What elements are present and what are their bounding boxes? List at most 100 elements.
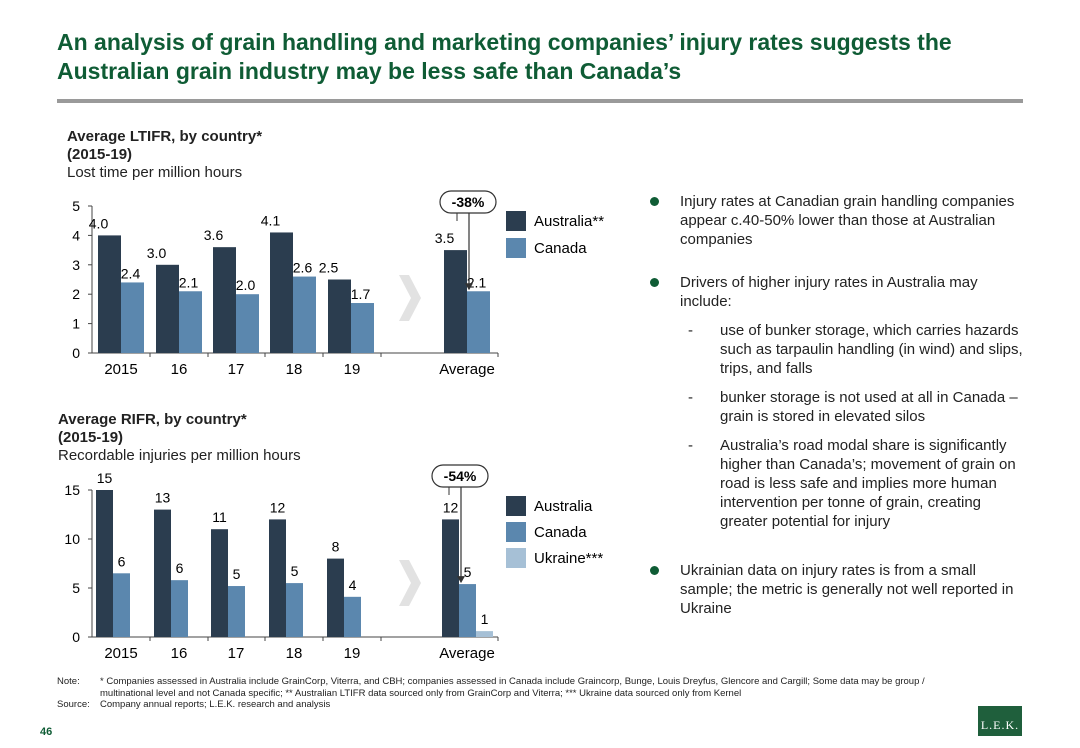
data-label: 1	[481, 611, 489, 627]
legend-swatch	[506, 211, 526, 231]
y-tick-label: 1	[72, 316, 80, 332]
rifr-chart-subtitle: (2015-19)	[58, 429, 124, 446]
lek-logo: L.E.K.	[978, 706, 1022, 736]
bullet-dot	[650, 566, 659, 575]
commentary-bullets: Injury rates at Canadian grain handling …	[650, 192, 1030, 618]
data-label: 2.6	[293, 260, 313, 276]
y-tick-label: 4	[72, 227, 80, 243]
sub-bullet-text: bunker storage is not used at all in Can…	[720, 389, 1018, 425]
bar-australia-average	[444, 250, 467, 353]
data-label: 6	[176, 560, 184, 576]
bar-canada-17	[236, 294, 259, 353]
bar-australia-2015	[98, 235, 121, 353]
data-label: 5	[291, 563, 299, 579]
data-label: 12	[443, 499, 459, 515]
bar-australia-18	[270, 232, 293, 353]
bullet-dot	[650, 197, 659, 206]
callout-arrowhead	[465, 283, 473, 291]
data-label: 6	[118, 553, 126, 569]
sub-bullet-dash: -	[688, 322, 693, 339]
data-label: 3.0	[147, 245, 167, 261]
bar-canada-2015	[121, 282, 144, 353]
x-category-label: Average	[439, 361, 495, 378]
bar-canada-16	[179, 291, 202, 353]
data-label: 5	[233, 566, 241, 582]
legend-swatch	[506, 522, 526, 542]
legend-label: Australia	[534, 498, 593, 515]
data-label: 2.5	[319, 260, 339, 276]
data-label: 4.1	[261, 212, 281, 228]
legend-label: Canada	[534, 240, 587, 257]
bar-canada-18	[293, 276, 316, 353]
bar-australia-17	[211, 529, 228, 637]
rifr-chart-title: Average RIFR, by country*	[58, 411, 247, 428]
change-callout-box	[431, 464, 489, 488]
bullet-ukraine: Ukrainian data on injury rates is from a…	[650, 561, 1030, 618]
y-tick-label: 0	[72, 345, 80, 361]
bar-australia-19	[328, 279, 351, 353]
data-label: 12	[270, 499, 286, 515]
x-category-label: Average	[439, 645, 495, 662]
bar-canada-2015	[113, 573, 130, 637]
ltifr-chart-header: Average LTIFR, by country* (2015-19) Los…	[67, 128, 262, 182]
x-category-label: 18	[286, 645, 303, 662]
data-label: 13	[155, 490, 171, 506]
y-tick-label: 5	[72, 198, 80, 214]
sub-bullet-text: Australia’s road modal share is signific…	[720, 437, 1016, 530]
x-category-label: 2015	[104, 361, 137, 378]
x-category-label: 2015	[104, 645, 137, 662]
data-label: 5	[464, 564, 472, 580]
data-label: 2.0	[236, 277, 256, 293]
x-category-label: 17	[228, 361, 245, 378]
page-title: An analysis of grain handling and market…	[57, 29, 952, 84]
data-label: 11	[212, 509, 227, 525]
legend-swatch	[506, 496, 526, 516]
bullet-canada-lower: Injury rates at Canadian grain handling …	[650, 192, 1030, 249]
legend-swatch	[506, 548, 526, 568]
page-number: 46	[40, 726, 53, 738]
callout-arrowhead	[457, 576, 465, 584]
bullet-text: Drivers of higher injury rates in Austra…	[680, 274, 978, 310]
bar-australia-16	[154, 509, 171, 637]
bar-australia-18	[269, 519, 286, 637]
legend-swatch	[506, 238, 526, 258]
sub-bullet-bunker-hazards: - use of bunker storage, which carries h…	[650, 321, 1030, 378]
source-label: Source:	[57, 699, 90, 710]
y-tick-label: 2	[72, 286, 80, 302]
sub-bullet-road-share: - Australia’s road modal share is signif…	[650, 436, 1030, 531]
bar-canada-17	[228, 586, 245, 637]
data-label: 2.1	[179, 274, 199, 290]
source-text: Company annual reports; L.E.K. research …	[100, 699, 331, 710]
bar-canada-19	[344, 596, 361, 637]
legend-label: Ukraine***	[534, 550, 603, 567]
bullet-text: Ukrainian data on injury rates is from a…	[680, 562, 1014, 617]
sub-bullet-dash: -	[688, 437, 693, 454]
data-label: 3.6	[204, 227, 224, 243]
bar-canada-average	[467, 291, 490, 353]
gap-chevron	[399, 275, 421, 321]
x-category-label: 18	[286, 361, 303, 378]
sub-bullet-text: use of bunker storage, which carries haz…	[720, 322, 1023, 377]
data-label: 8	[332, 539, 340, 555]
y-tick-label: 10	[64, 531, 80, 547]
note-label: Note:	[57, 676, 80, 687]
title-divider	[57, 99, 1023, 103]
gap-chevron	[399, 560, 421, 606]
bar-canada-19	[351, 303, 374, 353]
y-tick-label: 0	[72, 629, 80, 645]
y-tick-label: 15	[64, 482, 80, 498]
data-label: 1.7	[351, 286, 371, 302]
data-label: 2.4	[121, 265, 141, 281]
x-category-label: 16	[171, 361, 188, 378]
change-callout-label: -38%	[452, 194, 485, 210]
data-label: 3.5	[435, 230, 455, 246]
bar-australia-average	[442, 519, 459, 637]
bar-canada-average	[459, 584, 476, 637]
legend-label: Australia**	[534, 213, 604, 230]
x-category-label: 19	[344, 645, 361, 662]
bar-australia-17	[213, 247, 236, 353]
x-category-label: 17	[228, 645, 245, 662]
y-tick-label: 3	[72, 257, 80, 273]
x-category-label: 16	[171, 645, 188, 662]
ltifr-chart-subtitle: (2015-19)	[67, 146, 133, 163]
